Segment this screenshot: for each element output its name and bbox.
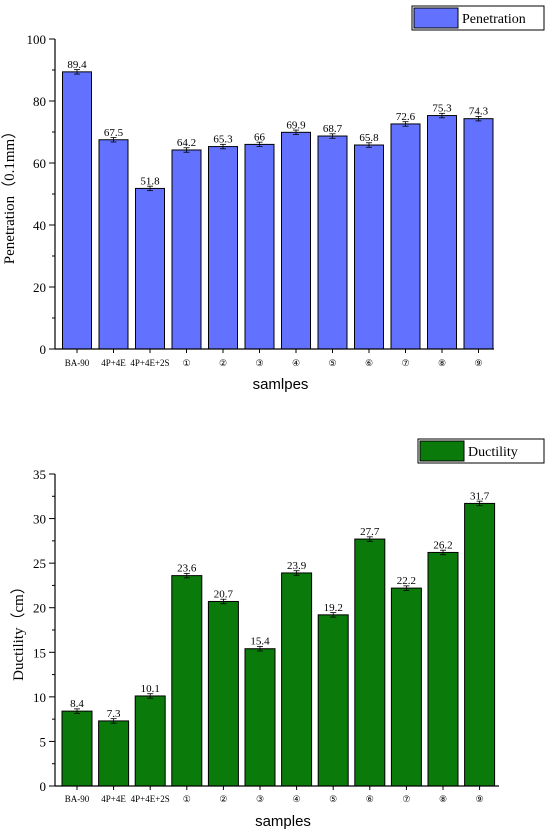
x-tick-label-4: ① bbox=[183, 794, 191, 804]
bar-4 bbox=[171, 575, 203, 787]
x-tick-label-12: ⑨ bbox=[474, 358, 482, 368]
bar-12 bbox=[463, 118, 494, 350]
bar-11 bbox=[427, 115, 457, 350]
value-label-10: 22.2 bbox=[397, 575, 416, 587]
x-tick-label-9: ⑥ bbox=[365, 358, 373, 368]
value-label-6: 15.4 bbox=[250, 636, 270, 648]
bar-1 bbox=[62, 71, 92, 350]
x-tick-label-7: ④ bbox=[293, 794, 301, 804]
value-label-8: 19.2 bbox=[324, 602, 343, 614]
x-tick-label-12: ⑨ bbox=[476, 794, 484, 804]
bar-3 bbox=[134, 695, 166, 787]
bar-3 bbox=[135, 187, 165, 350]
x-tick-label-2: 4P+4E bbox=[101, 358, 126, 368]
y-tick-label-1: 0 bbox=[40, 342, 47, 357]
x-tick-label-6: ③ bbox=[256, 794, 264, 804]
bar-4 bbox=[171, 149, 202, 350]
bar-10 bbox=[390, 123, 421, 350]
y-tick-label-2: 5 bbox=[40, 734, 47, 749]
legend: Ductility bbox=[417, 438, 545, 464]
value-label-12: 74.3 bbox=[469, 106, 489, 118]
x-tick-label-3: 4P+4E+2S bbox=[130, 358, 169, 368]
value-label-12: 31.7 bbox=[470, 490, 490, 502]
value-label-7: 23.9 bbox=[287, 560, 307, 572]
bar-6 bbox=[244, 143, 275, 350]
y-tick-label-5: 80 bbox=[33, 94, 46, 109]
y-tick-label-3: 40 bbox=[33, 218, 46, 233]
value-label-11: 26.2 bbox=[433, 539, 452, 551]
bar-5 bbox=[207, 600, 239, 787]
x-tick-label-9: ⑥ bbox=[366, 794, 374, 804]
value-label-5: 20.7 bbox=[214, 588, 234, 600]
legend-label: Penetration bbox=[462, 12, 526, 27]
value-label-1: 89.4 bbox=[67, 59, 87, 71]
value-label-8: 68.7 bbox=[323, 123, 343, 135]
bar-8 bbox=[317, 135, 348, 350]
legend-swatch bbox=[419, 440, 465, 462]
value-label-10: 72.6 bbox=[396, 111, 416, 123]
x-tick-label-11: ⑧ bbox=[438, 358, 446, 368]
x-tick-label-7: ④ bbox=[292, 358, 300, 368]
y-tick-label-2: 20 bbox=[33, 280, 46, 295]
bar-9 bbox=[354, 144, 384, 350]
x-tick-label-3: 4P+4E+2S bbox=[131, 794, 170, 804]
bar-2 bbox=[98, 720, 130, 787]
x-tick-label-4: ① bbox=[182, 358, 190, 368]
y-tick-label-6: 25 bbox=[33, 556, 46, 571]
chart-2: 8.4 BA-90 7.3 4P+4E 10.1 4P+4E+2S 23.6 ① 20.7 ② 15… bbox=[10, 438, 545, 830]
value-label-9: 27.7 bbox=[360, 526, 380, 538]
y-tick-label-5: 20 bbox=[33, 601, 46, 616]
y-axis-title: Ductility（cm） bbox=[10, 579, 27, 681]
legend-label: Ductility bbox=[468, 445, 518, 460]
bar-9 bbox=[354, 538, 386, 787]
bar-10 bbox=[390, 587, 422, 787]
x-tick-label-8: ⑤ bbox=[329, 794, 337, 804]
bar-12 bbox=[464, 502, 496, 787]
x-tick-label-1: BA-90 bbox=[65, 358, 90, 368]
x-tick-label-11: ⑧ bbox=[439, 794, 447, 804]
value-label-9: 65.8 bbox=[359, 132, 379, 144]
value-label-7: 69.9 bbox=[286, 119, 306, 131]
value-label-6: 66 bbox=[254, 131, 266, 143]
y-tick-label-4: 15 bbox=[33, 645, 46, 660]
y-tick-label-7: 30 bbox=[33, 512, 46, 527]
legend: Penetration bbox=[411, 5, 545, 31]
value-label-2: 67.5 bbox=[104, 127, 124, 139]
bar-7 bbox=[281, 131, 311, 350]
y-tick-label-8: 35 bbox=[33, 467, 46, 482]
bar-2 bbox=[98, 139, 129, 350]
y-tick-label-1: 0 bbox=[40, 779, 47, 794]
bar-11 bbox=[427, 551, 459, 787]
x-axis-title: samlpes bbox=[253, 376, 309, 393]
legend-swatch bbox=[413, 7, 459, 29]
chart-1: 89.4 BA-90 67.5 4P+4E 51.8 4P+4E+2S 64.2 ① 65.3 ②… bbox=[1, 5, 545, 393]
value-label-5: 65.3 bbox=[213, 134, 233, 146]
value-label-3: 10.1 bbox=[141, 683, 160, 695]
x-axis-title: samples bbox=[255, 813, 311, 830]
x-tick-label-5: ② bbox=[219, 794, 227, 804]
value-label-2: 7.3 bbox=[107, 708, 121, 720]
value-label-3: 51.8 bbox=[140, 175, 160, 187]
value-label-4: 23.6 bbox=[177, 563, 197, 575]
bar-7 bbox=[281, 572, 313, 787]
value-label-11: 75.3 bbox=[432, 103, 452, 115]
bar-6 bbox=[244, 648, 276, 787]
x-tick-label-10: ⑦ bbox=[401, 358, 409, 368]
y-tick-label-3: 10 bbox=[33, 690, 46, 705]
y-tick-label-4: 60 bbox=[33, 156, 46, 171]
x-tick-label-5: ② bbox=[219, 358, 227, 368]
y-axis-title: Penetration（0.1mm） bbox=[1, 124, 18, 264]
bar-1 bbox=[61, 710, 93, 787]
x-tick-label-8: ⑤ bbox=[328, 358, 336, 368]
x-tick-label-1: BA-90 bbox=[65, 794, 90, 804]
y-tick-label-6: 100 bbox=[27, 32, 47, 47]
value-label-1: 8.4 bbox=[70, 698, 84, 710]
x-tick-label-6: ③ bbox=[255, 358, 263, 368]
bar-8 bbox=[317, 614, 349, 787]
x-tick-label-2: 4P+4E bbox=[101, 794, 126, 804]
bar-5 bbox=[208, 146, 238, 350]
x-tick-label-10: ⑦ bbox=[402, 794, 410, 804]
value-label-4: 64.2 bbox=[177, 137, 196, 149]
